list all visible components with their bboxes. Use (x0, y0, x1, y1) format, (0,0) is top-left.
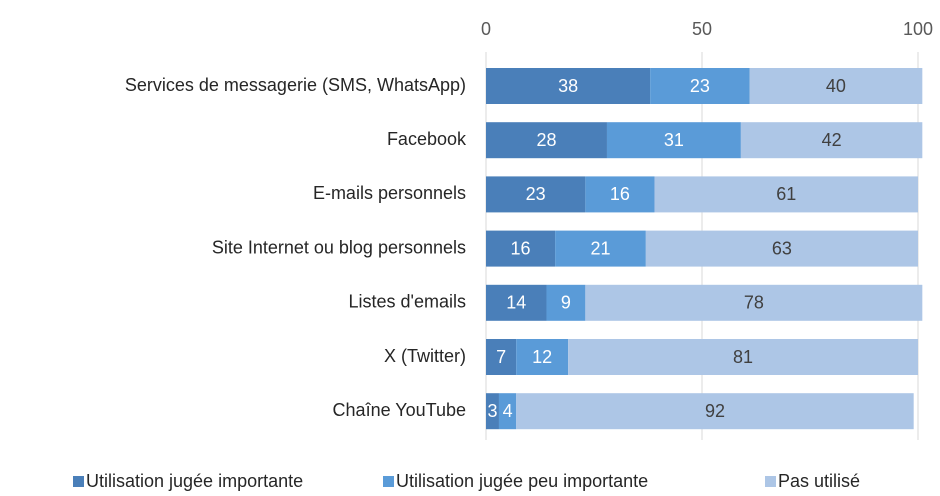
data-label: 14 (506, 293, 526, 313)
category-label: Chaîne YouTube (333, 400, 466, 420)
data-label: 21 (590, 238, 610, 258)
data-label: 23 (690, 76, 710, 96)
data-label: 4 (503, 401, 513, 421)
x-tick-label: 100 (903, 19, 933, 39)
bar-segment (486, 284, 547, 321)
bar-segment (516, 339, 569, 375)
bar-segment (654, 176, 918, 213)
legend-label: Pas utilisé (778, 471, 860, 491)
data-label: 3 (487, 401, 497, 421)
bar-segment (486, 393, 499, 430)
data-label: 61 (776, 184, 796, 204)
data-label: 16 (610, 184, 630, 204)
data-label: 31 (664, 130, 684, 150)
bar-segment (585, 176, 655, 213)
bar-segment (568, 339, 918, 375)
bar-segment (585, 284, 923, 321)
bar-segment (645, 230, 918, 267)
bar-segment (555, 230, 646, 267)
x-tick-label: 0 (481, 19, 491, 39)
data-label: 9 (561, 293, 571, 313)
bar-segment (650, 68, 750, 104)
bar-segment (486, 339, 517, 375)
bar-segment (486, 230, 556, 267)
data-label: 7 (496, 347, 506, 367)
category-label: X (Twitter) (384, 346, 466, 366)
legend-swatch (73, 476, 84, 487)
legend-swatch (765, 476, 776, 487)
data-label: 23 (526, 184, 546, 204)
bar-segment (749, 68, 923, 104)
data-label: 16 (511, 238, 531, 258)
bar-segment (546, 284, 586, 321)
data-label: 78 (744, 293, 764, 313)
x-tick-label: 50 (692, 19, 712, 39)
legend-label: Utilisation jugée peu importante (396, 471, 648, 491)
category-label: Facebook (387, 129, 467, 149)
bar-segment (486, 68, 651, 104)
category-label: Services de messagerie (SMS, WhatsApp) (125, 75, 466, 95)
category-label: E-mails personnels (313, 183, 466, 203)
bar-segment (486, 122, 607, 159)
data-label: 40 (826, 76, 846, 96)
data-label: 42 (822, 130, 842, 150)
legend-label: Utilisation jugée importante (86, 471, 303, 491)
bar-segment (606, 122, 741, 159)
data-label: 92 (705, 401, 725, 421)
data-label: 63 (772, 238, 792, 258)
bar-segment (740, 122, 923, 159)
category-label: Listes d'emails (349, 292, 466, 312)
legend-swatch (383, 476, 394, 487)
data-label: 38 (558, 76, 578, 96)
data-label: 28 (536, 130, 556, 150)
data-label: 12 (532, 347, 552, 367)
data-label: 81 (733, 347, 753, 367)
bar-segment (516, 393, 914, 430)
category-label: Site Internet ou blog personnels (212, 237, 466, 257)
bar-segment (498, 393, 517, 430)
bar-segment (486, 176, 586, 213)
